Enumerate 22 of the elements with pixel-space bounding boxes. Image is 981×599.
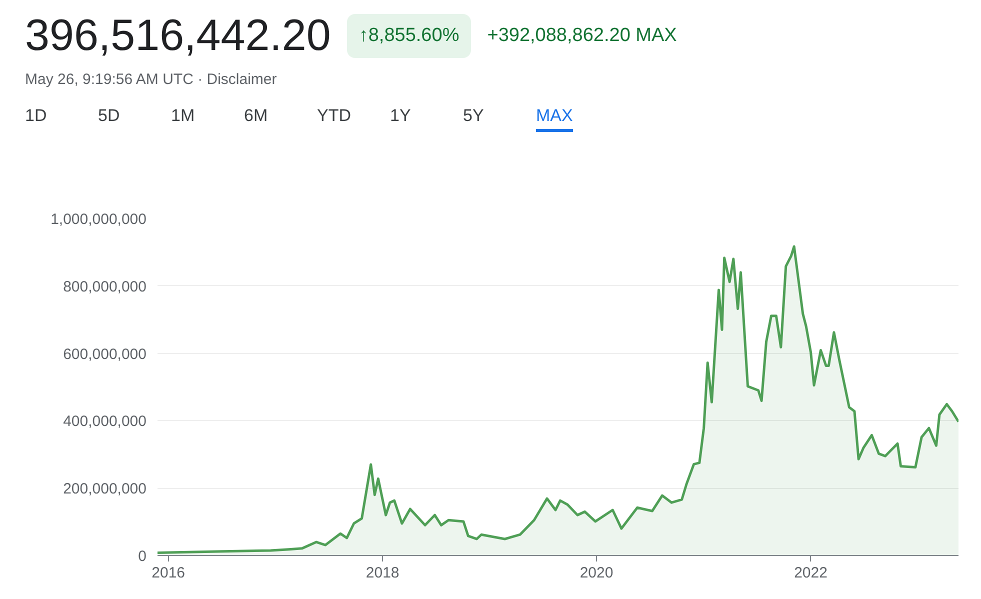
chart-subtitle: May 26, 9:19:56 AM UTC · Disclaimer [25, 70, 278, 90]
y-tick-label: 800,000,000 [63, 278, 147, 296]
text: 5D [98, 105, 121, 128]
y-tick-label: 600,000,000 [63, 346, 147, 363]
text: YTD [317, 105, 352, 128]
y-tick-label: 200,000,000 [63, 480, 147, 498]
text: 1D [25, 105, 48, 128]
text: 6M [244, 105, 269, 128]
x-tick-label: 2016 [152, 564, 186, 582]
y-tick-label: 0 [138, 548, 146, 565]
y-tick-label: 400,000,000 [63, 413, 147, 430]
x-tick-label: 2020 [580, 564, 614, 582]
text: 5Y [463, 105, 485, 128]
text: +392,088,862.20 MAX [487, 24, 677, 48]
y-tick-label: 1,000,000,000 [50, 211, 147, 228]
text: 1M [171, 105, 196, 128]
text: 1Y [390, 105, 412, 128]
chart-title: 396,516,442.20 [25, 10, 331, 62]
x-tick-label: 2018 [366, 564, 400, 582]
text: MAX [536, 106, 573, 132]
text: ↑8,855.60% [346, 14, 472, 58]
x-tick-label: 2022 [794, 564, 828, 582]
